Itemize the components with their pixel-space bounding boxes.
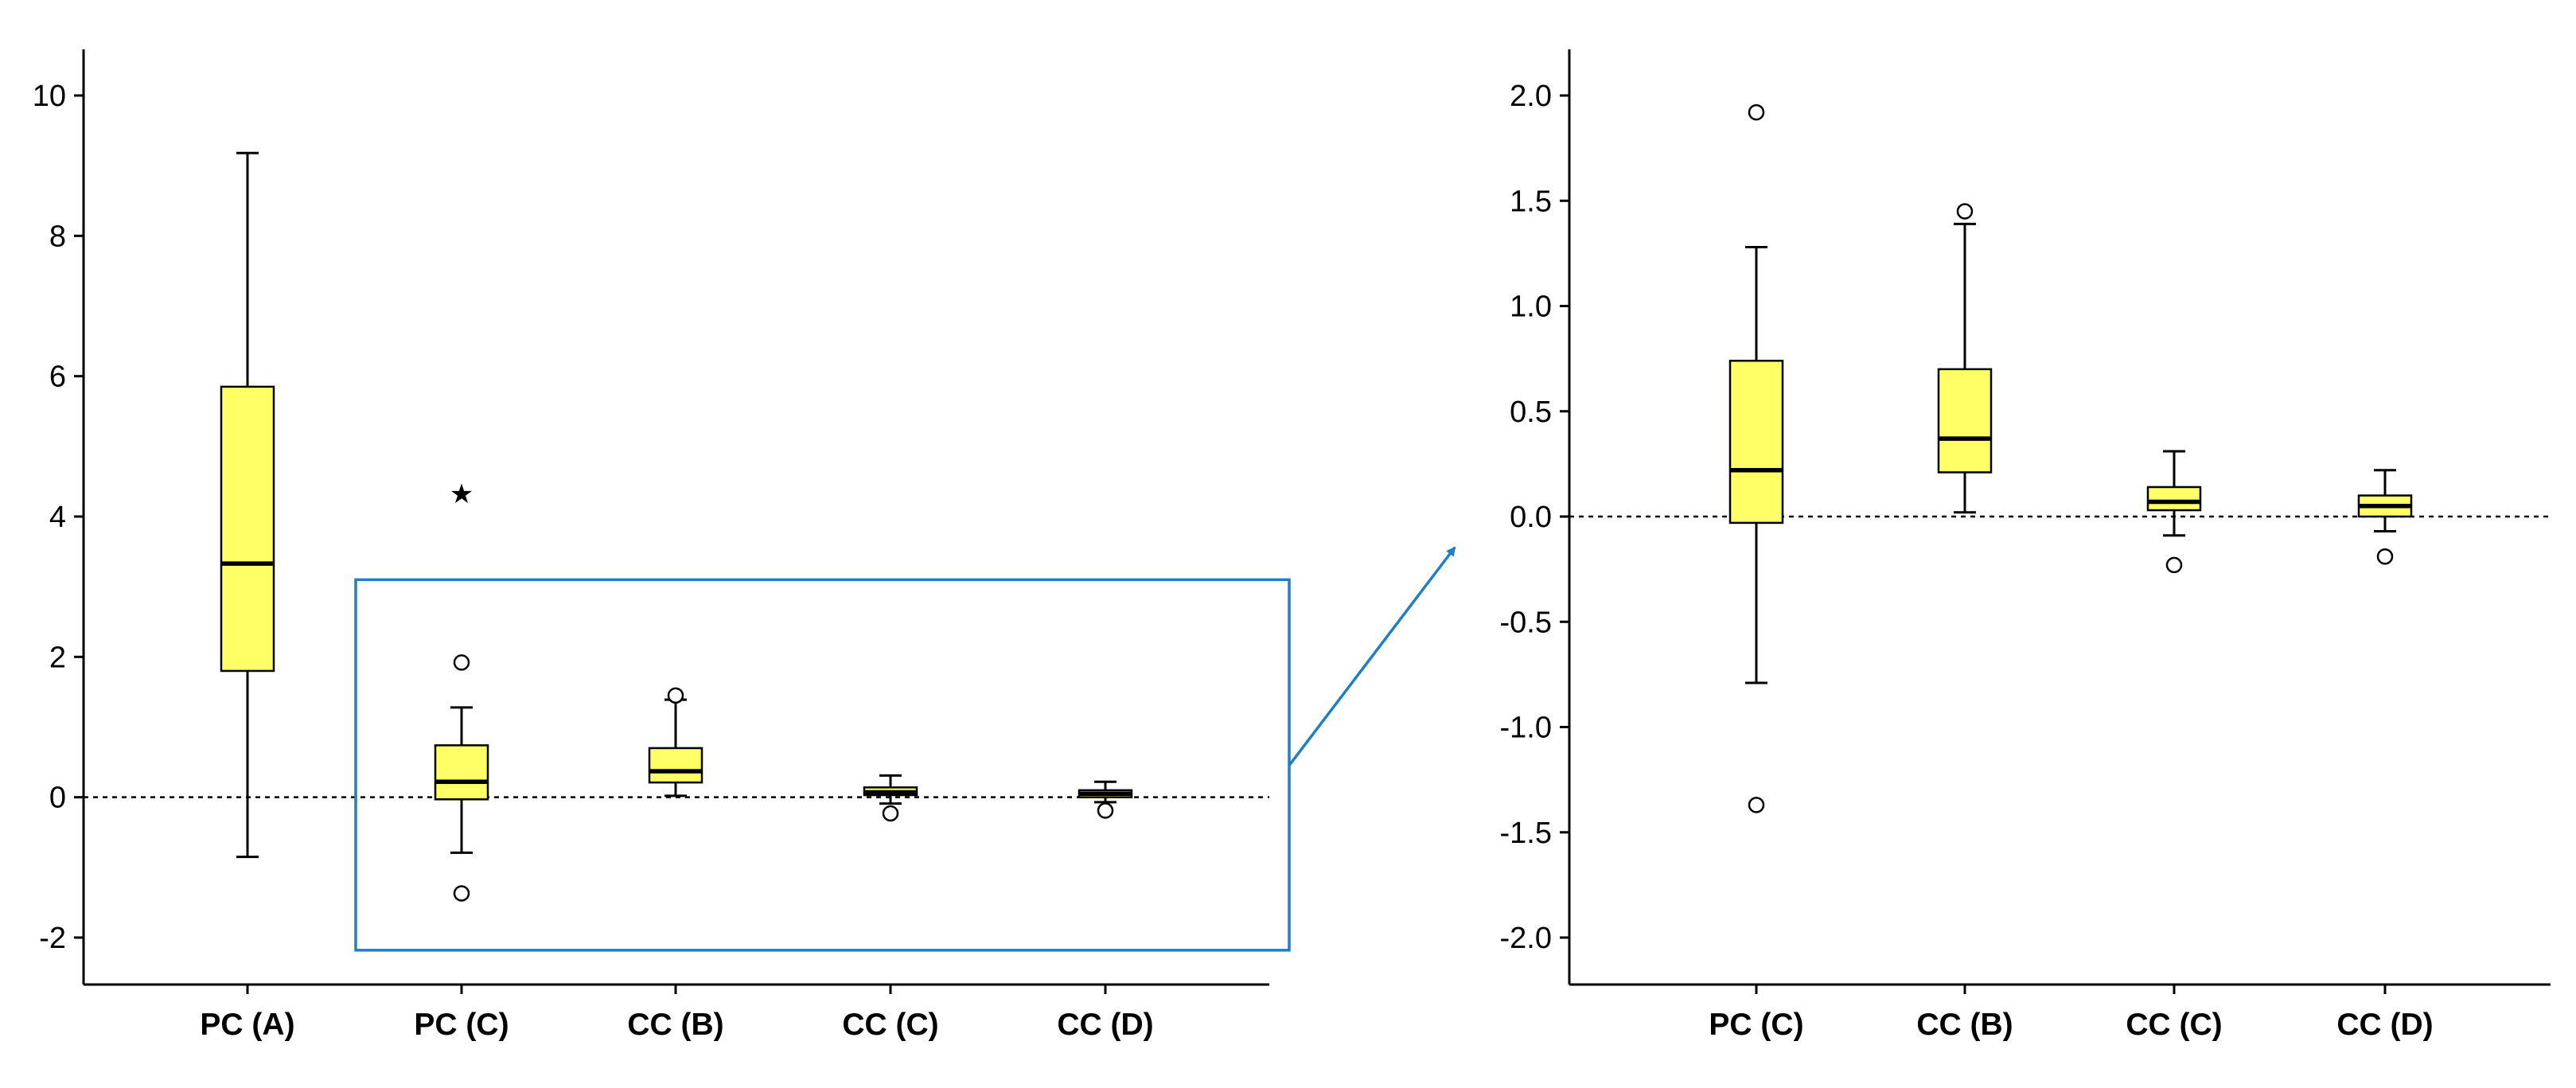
zoom-overlay (354, 546, 1456, 952)
y-tick-label: 1.5 (1510, 185, 1552, 218)
x-category-label: PC (A) (200, 1008, 294, 1042)
outlier-point (882, 805, 899, 822)
x-category-label: CC (C) (842, 1008, 938, 1042)
x-category-label: CC (B) (627, 1008, 723, 1042)
y-tick-label: -1.0 (1500, 712, 1552, 745)
zoom-arrow (1288, 546, 1456, 766)
box-cc-d: CC (D) (1057, 780, 1154, 1042)
y-tick-label: 4 (49, 501, 66, 534)
y-tick-label: 0 (49, 782, 66, 815)
y-tick-label: -2.0 (1500, 922, 1552, 955)
outlier-point (1748, 103, 1765, 121)
x-category-label: CC (D) (1057, 1008, 1153, 1042)
box-cc-c: CC (C) (842, 774, 939, 1042)
outlier-point (1097, 802, 1114, 819)
outlier-point (667, 687, 684, 704)
y-tick-label: 1.0 (1510, 291, 1552, 324)
iqr-box (434, 744, 489, 801)
y-tick-label: 2 (49, 641, 66, 674)
y-tick-label: -0.5 (1500, 606, 1552, 639)
y-tick-label: 10 (33, 80, 66, 113)
box-pc-c: PC (C) (1709, 103, 1804, 1042)
box-pc-a: PC (A) (200, 151, 295, 1042)
x-category-label: PC (C) (414, 1008, 509, 1042)
y-tick-label: 8 (49, 220, 66, 253)
x-category-label: CC (D) (2336, 1008, 2433, 1042)
outlier-point (1748, 797, 1765, 813)
iqr-box (1937, 368, 1993, 474)
y-tick-label: 0.0 (1510, 501, 1552, 534)
left-panel: -2 0 2 4 6 8 10 PC (A) PC (C) ★ CC (B) CC (C) CC (D) (33, 49, 1269, 1042)
outlier-point (453, 654, 470, 671)
y-tick-label: -1.5 (1500, 817, 1552, 850)
y-tick-label: 0.5 (1510, 396, 1552, 429)
outlier-point (2376, 548, 2394, 565)
x-category-label: CC (B) (1916, 1008, 2013, 1042)
y-tick-label: 6 (49, 361, 66, 394)
outlier-point (2165, 556, 2183, 574)
x-category-label: PC (C) (1709, 1008, 1803, 1042)
iqr-box (220, 385, 275, 673)
outlier-point (453, 885, 470, 902)
box-pc-c: PC (C) ★ (414, 479, 509, 1042)
y-tick-label: -2 (39, 922, 66, 955)
right-panel-zoomed: -2.0 -1.5 -1.0 -0.5 0.0 0.5 1.0 1.5 2.0 PC (C) CC … (1500, 49, 2551, 1042)
box-cc-c: CC (C) (2126, 450, 2223, 1042)
box-cc-d: CC (D) (2336, 469, 2434, 1042)
iqr-box (648, 747, 703, 784)
zoom-frame (354, 578, 1291, 952)
box-cc-b: CC (B) (627, 687, 724, 1042)
x-category-label: CC (C) (2126, 1008, 2222, 1042)
box-cc-b: CC (B) (1916, 203, 2013, 1042)
iqr-box (2146, 486, 2202, 512)
iqr-box (1728, 360, 1784, 525)
y-tick-label: 2.0 (1510, 80, 1552, 113)
extreme-point: ★ (450, 479, 474, 509)
outlier-point (1956, 203, 1974, 220)
